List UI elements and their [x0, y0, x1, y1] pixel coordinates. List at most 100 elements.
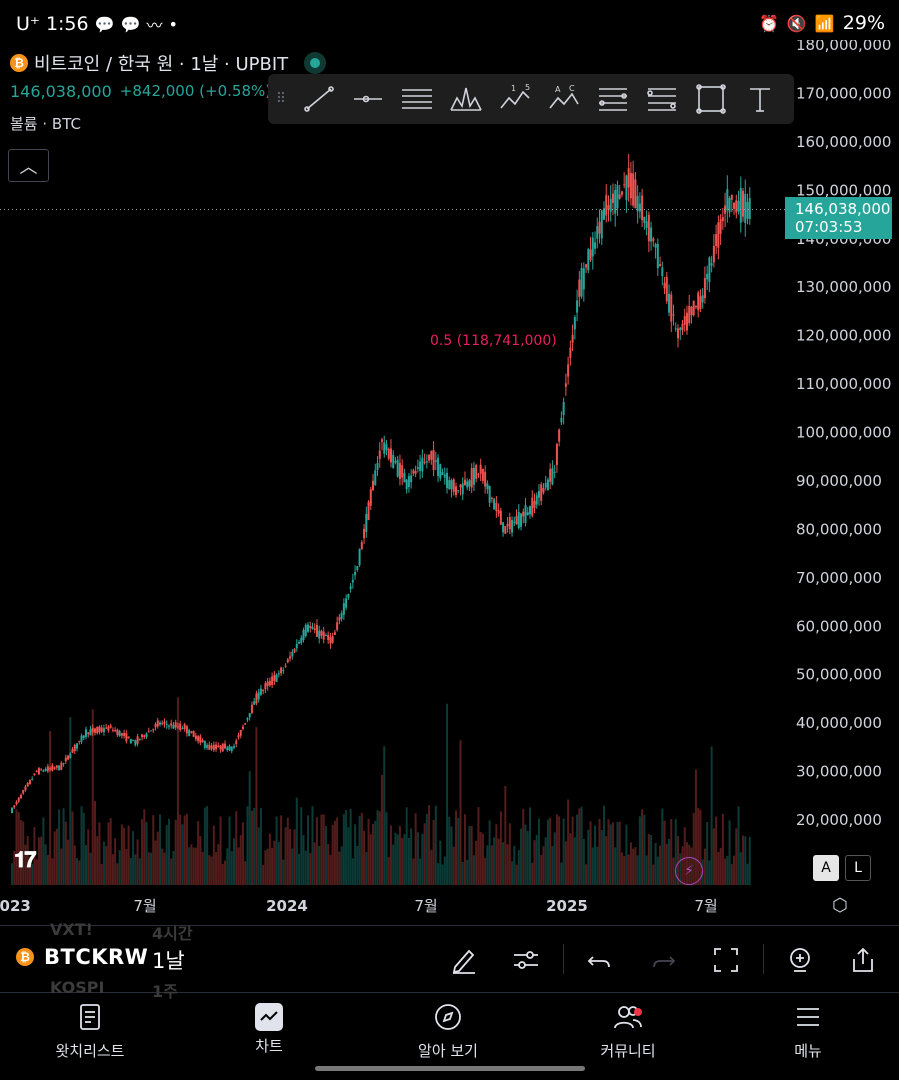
- symbol-selector[interactable]: ₿ BTCKRW: [16, 945, 148, 969]
- volume-bar: [383, 746, 386, 885]
- volume-bar: [15, 809, 18, 885]
- candle-body: [40, 769, 43, 771]
- candle-body: [248, 712, 251, 718]
- volume-bar: [502, 842, 505, 885]
- candle-body: [150, 730, 153, 732]
- drawing-tools-button[interactable]: [446, 942, 482, 978]
- volume-bar: [748, 836, 751, 885]
- candle-body: [268, 680, 271, 686]
- candle-body: [69, 753, 72, 758]
- horizontal-ray-tool[interactable]: [343, 74, 392, 124]
- candle-body: [641, 195, 644, 221]
- volume-bar: [549, 817, 552, 885]
- home-indicator[interactable]: [315, 1066, 585, 1071]
- nav-community[interactable]: 커뮤니티: [568, 1002, 688, 1061]
- redo-button[interactable]: [645, 942, 681, 978]
- nav-menu[interactable]: 메뉴: [748, 1002, 868, 1061]
- candle-body: [363, 528, 366, 539]
- candle-body: [529, 506, 531, 515]
- pattern-tool[interactable]: [441, 74, 490, 124]
- candle-body: [661, 267, 664, 277]
- candle-body: [289, 656, 292, 659]
- volume-bar: [470, 825, 473, 885]
- nav-chart[interactable]: 차트: [209, 1002, 329, 1056]
- volume-bar: [522, 808, 525, 885]
- parallel-channel-tool[interactable]: [392, 74, 441, 124]
- candle-body: [347, 594, 350, 598]
- volume-bar: [520, 828, 523, 885]
- trend-line-tool[interactable]: [294, 74, 343, 124]
- candle-body: [455, 486, 457, 496]
- candle-body: [273, 674, 276, 682]
- volume-bar: [239, 835, 242, 885]
- volume-bar: [367, 818, 370, 885]
- rectangle-tool[interactable]: [686, 74, 735, 124]
- volume-bar: [580, 806, 583, 885]
- volume-bar: [315, 817, 318, 885]
- nav-label: 커뮤니티: [600, 1042, 656, 1060]
- volume-bar: [98, 822, 101, 885]
- candle-body: [398, 462, 401, 480]
- add-alert-icon: [790, 948, 810, 972]
- candle-body: [546, 479, 549, 491]
- candle-body: [342, 603, 345, 615]
- volume-bar: [102, 841, 105, 885]
- text-tool[interactable]: [735, 74, 784, 124]
- volume-legend[interactable]: 볼륨 · BTC: [10, 115, 81, 133]
- candle-body: [275, 674, 278, 682]
- candle-body: [147, 731, 150, 733]
- volume-bar: [73, 845, 76, 885]
- candle-body: [219, 745, 222, 750]
- auto-scale-button[interactable]: A: [813, 855, 839, 881]
- volume-bar: [490, 845, 493, 885]
- volume-bar: [484, 857, 487, 885]
- nav-watchlist[interactable]: 왓치리스트: [30, 1002, 150, 1061]
- candle-body: [210, 745, 213, 749]
- collapse-legend-button[interactable]: ︿: [8, 149, 49, 182]
- candle-body: [385, 444, 388, 451]
- price-chart[interactable]: 180,000,000170,000,000160,000,000150,000…: [0, 40, 899, 920]
- volume-bar: [356, 846, 359, 885]
- undo-button[interactable]: [582, 942, 618, 978]
- candle-body: [125, 733, 128, 742]
- candle-body: [37, 768, 40, 775]
- alert-button[interactable]: [782, 942, 818, 978]
- symbol-row[interactable]: ₿ 비트코인 / 한국 원 · 1날 · UPBIT: [10, 50, 327, 76]
- chart-settings-icon[interactable]: ⬡: [832, 895, 848, 916]
- symbol-title[interactable]: 비트코인 / 한국 원 · 1날 · UPBIT: [34, 54, 289, 75]
- volume-bar: [286, 817, 289, 885]
- nav-explore[interactable]: 알아 보기: [388, 1002, 508, 1061]
- indicators-button[interactable]: [508, 942, 544, 978]
- volume-bar: [443, 856, 446, 885]
- y-axis-tick-label: 30,000,000: [796, 763, 882, 781]
- volume-bar: [504, 785, 507, 885]
- fullscreen-button[interactable]: [708, 942, 744, 978]
- nav-label: 차트: [255, 1037, 283, 1055]
- fib-extension-tool[interactable]: [637, 74, 686, 124]
- tradingview-logo-icon[interactable]: 𝟏𝟕: [14, 848, 37, 873]
- volume-bar: [569, 833, 572, 885]
- candle-body: [324, 634, 327, 636]
- candle-body: [102, 728, 105, 733]
- fib-retracement-tool[interactable]: [588, 74, 637, 124]
- candle-body: [105, 727, 108, 729]
- volume-bar: [614, 847, 617, 885]
- volume-bar: [710, 746, 713, 885]
- fib-level-label[interactable]: 0.5 (118,741,000): [430, 333, 557, 349]
- volume-bar: [481, 833, 484, 885]
- volume-bar: [598, 818, 601, 885]
- volume-bar: [221, 864, 224, 885]
- drag-handle-icon[interactable]: ⠿: [275, 91, 287, 107]
- candle-layer: [11, 153, 751, 814]
- share-button[interactable]: [845, 942, 881, 978]
- lightning-icon[interactable]: ⚡: [675, 857, 703, 885]
- volume-bar: [414, 813, 417, 885]
- interval-selector[interactable]: 1날: [152, 949, 185, 973]
- candle-body: [650, 227, 653, 242]
- community-icon: [614, 1006, 642, 1029]
- log-scale-button[interactable]: L: [845, 855, 871, 881]
- y-axis-tick-label: 50,000,000: [796, 666, 882, 684]
- volume-bar: [537, 818, 540, 885]
